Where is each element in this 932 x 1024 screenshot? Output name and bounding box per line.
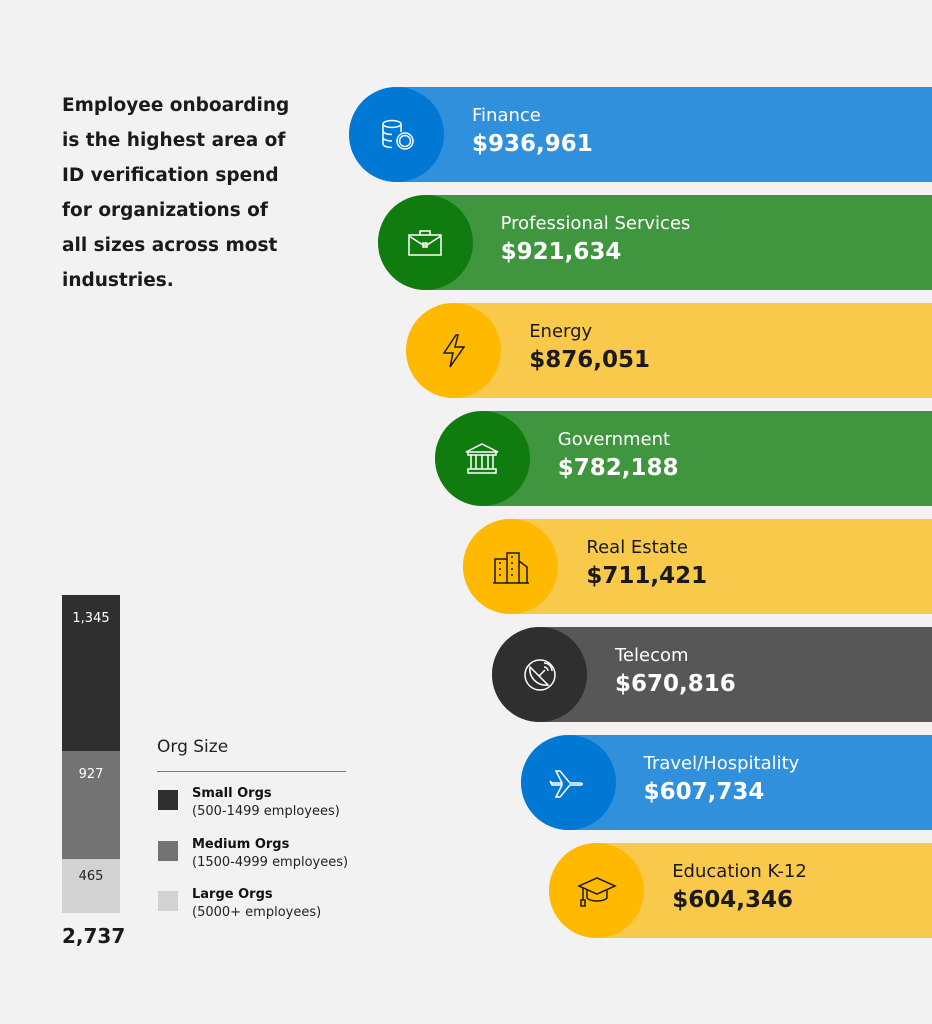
spend-value: $607,734 [643,779,765,805]
industry-bar: Professional Services $921,634 [377,195,932,290]
icon-circle [349,87,444,182]
stack-segment-large-orgs: 465 [62,858,120,913]
satellite-dish-icon [523,658,556,691]
graduation-cap-icon [576,876,617,907]
total-label: 2,737 [62,924,126,948]
legend-swatch [158,840,178,861]
icon-circle [434,411,530,506]
icon-circle [406,303,502,398]
spend-value: $782,188 [557,455,679,481]
icon-circle [549,843,645,938]
city-buildings-icon [492,551,529,584]
industry-bar: Government $782,188 [434,411,932,506]
industry-label: Government [557,429,671,450]
industry-bar: Real Estate $711,421 [463,519,932,614]
legend-divider [157,771,346,772]
industry-label: Education K-12 [672,861,807,882]
legend-name: Small Orgs [192,786,272,801]
spend-value: $921,634 [500,239,622,265]
icon-circle [520,735,616,830]
stack-segment-small-orgs: 1,345 [62,595,120,752]
industry-label: Professional Services [500,213,691,234]
lightning-icon [442,333,466,367]
icon-circle [463,519,559,614]
legend-swatch [158,790,178,810]
spend-value: $936,961 [472,131,593,157]
industry-bar: Energy $876,051 [406,303,932,398]
industry-label: Travel/Hospitality [643,753,800,774]
government-building-icon [465,442,499,474]
legend-name: Medium Orgs [192,836,290,852]
spend-value: $670,816 [615,671,736,697]
legend-swatch [158,891,178,911]
icon-circle [377,195,473,290]
industry-label: Telecom [615,645,689,666]
legend-title: Org Size [157,737,229,757]
legend-desc: (1500-4999 employees) [192,854,349,870]
industry-bar: Education K-12 $604,346 [549,843,932,938]
industry-bar: Finance $936,961 [349,87,932,182]
spend-value: $711,421 [586,563,708,589]
industry-label: Energy [529,321,593,342]
spend-value: $876,051 [529,347,650,373]
legend-desc: (500-1499 employees) [192,804,340,819]
icon-circle [492,627,587,722]
briefcase-icon [408,229,442,256]
airplane-icon [549,769,584,798]
legend-name: Large Orgs [192,887,273,902]
industry-bar: Travel/Hospitality $607,734 [520,735,932,830]
legend-desc: (5000+ employees) [192,905,322,920]
intro-text: Employee onboarding is the highest area … [62,95,290,291]
industry-label: Finance [472,105,541,126]
stack-segment-medium-orgs: 927 [62,751,120,859]
coins-icon [381,119,414,150]
industry-bar: Telecom $670,816 [492,627,932,722]
spend-value: $604,346 [672,887,793,913]
industry-label: Real Estate [586,537,688,558]
